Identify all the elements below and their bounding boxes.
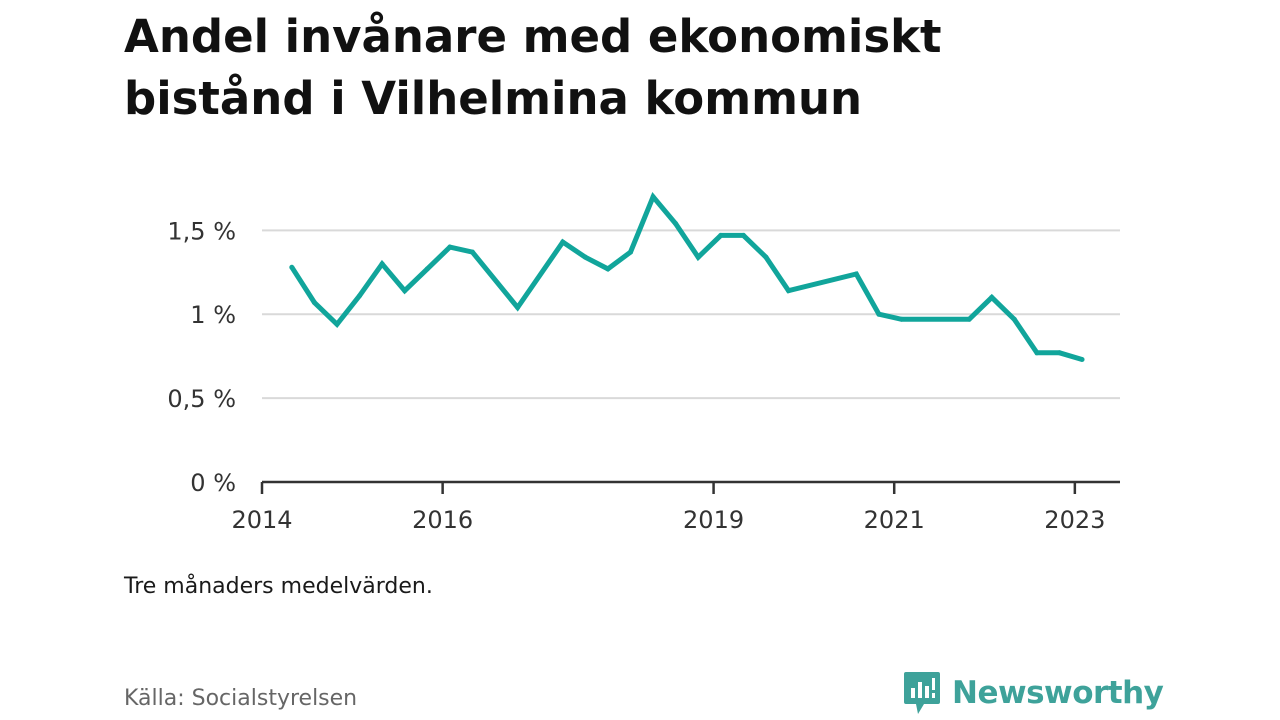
source-text: Källa: Socialstyrelsen bbox=[124, 686, 358, 711]
series-line-0 bbox=[289, 192, 1083, 362]
data-point-16 bbox=[695, 254, 701, 260]
y-axis-tick-labels: 0 % 0,5 % 1 % 1,5 % bbox=[167, 217, 236, 497]
data-point-24 bbox=[966, 316, 972, 322]
data-point-11 bbox=[582, 254, 588, 260]
series-layer bbox=[289, 192, 1085, 363]
data-point-1 bbox=[311, 299, 317, 305]
data-point-8 bbox=[469, 249, 475, 255]
chart-title: Andel invånare med ekonomiskt bistånd i … bbox=[124, 6, 1164, 130]
data-point-12 bbox=[605, 266, 611, 272]
data-point-20 bbox=[786, 288, 792, 294]
data-point-14 bbox=[650, 194, 656, 200]
data-point-5 bbox=[402, 288, 408, 294]
y-tick-label: 1,5 % bbox=[167, 217, 236, 245]
data-point-13 bbox=[627, 249, 633, 255]
data-point-26 bbox=[1011, 316, 1017, 322]
x-axis bbox=[260, 480, 1120, 494]
x-tick-label: 2019 bbox=[683, 506, 744, 534]
brand-logo: Newsworthy bbox=[902, 670, 1164, 716]
gridlines bbox=[262, 229, 1120, 400]
y-tick-label: 0 % bbox=[190, 469, 236, 497]
x-tick-label: 2014 bbox=[231, 506, 292, 534]
data-point-22 bbox=[876, 311, 882, 317]
newsworthy-logo-icon bbox=[904, 672, 940, 714]
data-point-18 bbox=[740, 232, 746, 238]
data-point-23 bbox=[898, 316, 904, 322]
x-tick-label: 2016 bbox=[412, 506, 473, 534]
data-point-17 bbox=[718, 232, 724, 238]
brand-name: Newsworthy bbox=[952, 675, 1164, 711]
data-point-4 bbox=[379, 261, 385, 267]
x-axis-tick-labels: 2014 2016 2019 2021 2023 bbox=[231, 506, 1105, 534]
chart-note: Tre månaders medelvärden. bbox=[124, 574, 433, 599]
data-point-9 bbox=[515, 305, 521, 311]
x-tick-label: 2023 bbox=[1044, 506, 1105, 534]
data-point-0 bbox=[289, 264, 295, 270]
chart-title-line-2: bistånd i Vilhelmina kommun bbox=[124, 72, 863, 125]
data-point-6 bbox=[424, 266, 430, 272]
data-point-27 bbox=[1034, 350, 1040, 356]
data-point-28 bbox=[1056, 350, 1062, 356]
data-point-19 bbox=[763, 254, 769, 260]
data-point-15 bbox=[673, 221, 679, 227]
data-point-3 bbox=[357, 293, 363, 299]
data-point-7 bbox=[447, 244, 453, 250]
data-point-29 bbox=[1079, 357, 1085, 363]
x-tick-label: 2021 bbox=[864, 506, 925, 534]
data-point-21 bbox=[853, 271, 859, 277]
y-tick-label: 1 % bbox=[190, 301, 236, 329]
y-tick-label: 0,5 % bbox=[167, 385, 236, 413]
data-point-2 bbox=[334, 321, 340, 327]
data-point-10 bbox=[560, 239, 566, 245]
data-point-25 bbox=[989, 294, 995, 300]
chart-title-line-1: Andel invånare med ekonomiskt bbox=[124, 10, 942, 63]
